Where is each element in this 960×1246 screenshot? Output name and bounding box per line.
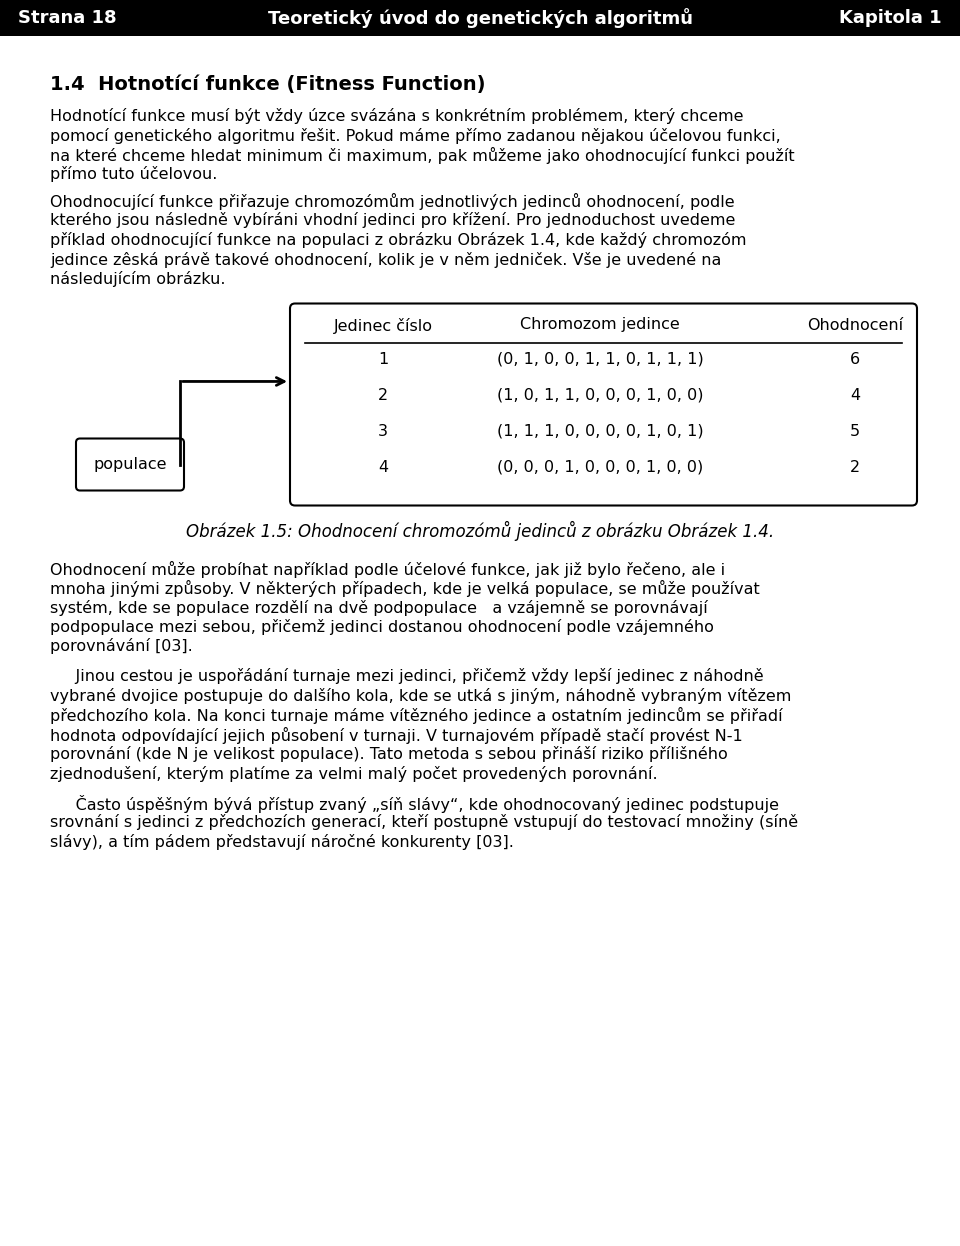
Text: populace: populace [93, 457, 167, 472]
Text: Ohodnocení: Ohodnocení [807, 318, 903, 333]
Text: porovnání (kde N je velikost populace). Tato metoda s sebou přináší riziko příli: porovnání (kde N je velikost populace). … [50, 746, 728, 763]
Text: 2: 2 [850, 460, 860, 475]
Text: porovnávání [03].: porovnávání [03]. [50, 638, 193, 654]
Text: jedince zêská právě takové ohodnocení, kolik je v něm jedniček. Vše je uvedené n: jedince zêská právě takové ohodnocení, k… [50, 252, 721, 268]
Text: vybrané dvojice postupuje do dalšího kola, kde se utká s jiným, náhodně vybraným: vybrané dvojice postupuje do dalšího kol… [50, 688, 791, 704]
Text: (0, 1, 0, 0, 1, 1, 0, 1, 1, 1): (0, 1, 0, 0, 1, 1, 0, 1, 1, 1) [496, 351, 704, 366]
Text: hodnota odpovídající jejich působení v turnaji. V turnajovém případě stačí prové: hodnota odpovídající jejich působení v t… [50, 726, 743, 744]
Text: přímo tuto účelovou.: přímo tuto účelovou. [50, 167, 217, 182]
FancyBboxPatch shape [76, 439, 184, 491]
Text: slávy), a tím pádem představují náročné konkurenty [03].: slávy), a tím pádem představují náročné … [50, 834, 514, 850]
Text: Jedinec číslo: Jedinec číslo [333, 318, 433, 334]
Text: Chromozom jedince: Chromozom jedince [520, 318, 680, 333]
Text: srovnání s jedinci z předchozích generací, kteří postupně vstupují do testovací : srovnání s jedinci z předchozích generac… [50, 815, 798, 831]
Text: příklad ohodnocující funkce na populaci z obrázku Obrázek 1.4, kde každý chromoz: příklad ohodnocující funkce na populaci … [50, 232, 747, 248]
Text: 4: 4 [378, 460, 388, 475]
Text: Ohodnocení může probíhat například podle účelové funkce, jak již bylo řečeno, al: Ohodnocení může probíhat například podle… [50, 561, 725, 577]
Text: 6: 6 [850, 351, 860, 366]
Text: 1: 1 [378, 351, 388, 366]
Text: Jinou cestou je uspořádání turnaje mezi jedinci, přičemž vždy lepší jedinec z ná: Jinou cestou je uspořádání turnaje mezi … [50, 668, 763, 684]
Text: 1.4  Hotnotící funkce (Fitness Function): 1.4 Hotnotící funkce (Fitness Function) [50, 75, 486, 93]
Text: Kapitola 1: Kapitola 1 [839, 9, 942, 27]
Text: podpopulace mezi sebou, přičemž jedinci dostanou ohodnocení podle vzájemného: podpopulace mezi sebou, přičemž jedinci … [50, 619, 714, 635]
Text: 5: 5 [850, 424, 860, 439]
Text: (1, 1, 1, 0, 0, 0, 0, 1, 0, 1): (1, 1, 1, 0, 0, 0, 0, 1, 0, 1) [496, 424, 704, 439]
Text: na které chceme hledat minimum či maximum, pak můžeme jako ohodnocující funkci p: na které chceme hledat minimum či maximu… [50, 147, 795, 164]
Text: Teoretický úvod do genetických algoritmů: Teoretický úvod do genetických algoritmů [268, 7, 692, 27]
FancyBboxPatch shape [290, 304, 917, 506]
Text: Strana 18: Strana 18 [18, 9, 116, 27]
Text: kterého jsou následně vybíráni vhodní jedinci pro křížení. Pro jednoduchost uved: kterého jsou následně vybíráni vhodní je… [50, 213, 735, 228]
Text: (1, 0, 1, 1, 0, 0, 0, 1, 0, 0): (1, 0, 1, 1, 0, 0, 0, 1, 0, 0) [496, 388, 704, 402]
Text: Obrázek 1.5: Ohodnocení chromozómů jedinců z obrázku Obrázek 1.4.: Obrázek 1.5: Ohodnocení chromozómů jedin… [186, 521, 774, 541]
Text: systém, kde se populace rozdělí na dvě podpopulace   a vzájemně se porovnávají: systém, kde se populace rozdělí na dvě p… [50, 599, 708, 616]
Text: (0, 0, 0, 1, 0, 0, 0, 1, 0, 0): (0, 0, 0, 1, 0, 0, 0, 1, 0, 0) [497, 460, 703, 475]
Text: zjednodušení, kterým platíme za velmi malý počet provedených porovnání.: zjednodušení, kterým platíme za velmi ma… [50, 765, 658, 781]
Text: Ohodnocující funkce přiřazuje chromozómům jednotlivých jedinců ohodnocení, podle: Ohodnocující funkce přiřazuje chromozómů… [50, 193, 734, 211]
Text: 2: 2 [378, 388, 388, 402]
Text: mnoha jinými způsoby. V některých případech, kde je velká populace, se může použ: mnoha jinými způsoby. V některých případ… [50, 579, 759, 597]
FancyBboxPatch shape [0, 0, 960, 36]
Text: Hodnotící funkce musí být vždy úzce svázána s konkrétním problémem, který chceme: Hodnotící funkce musí být vždy úzce sváz… [50, 108, 743, 125]
Text: předchozího kola. Na konci turnaje máme vítězného jedince a ostatním jedincům se: předchozího kola. Na konci turnaje máme … [50, 706, 782, 724]
Text: Často úspěšným bývá přístup zvaný „síň slávy“, kde ohodnocovaný jedinec podstupu: Často úspěšným bývá přístup zvaný „síň s… [50, 795, 779, 812]
Text: 3: 3 [378, 424, 388, 439]
Text: 4: 4 [850, 388, 860, 402]
Text: následujícím obrázku.: následujícím obrázku. [50, 270, 226, 287]
Text: pomocí genetického algoritmu řešit. Pokud máme přímo zadanou nějakou účelovou fu: pomocí genetického algoritmu řešit. Poku… [50, 127, 780, 143]
